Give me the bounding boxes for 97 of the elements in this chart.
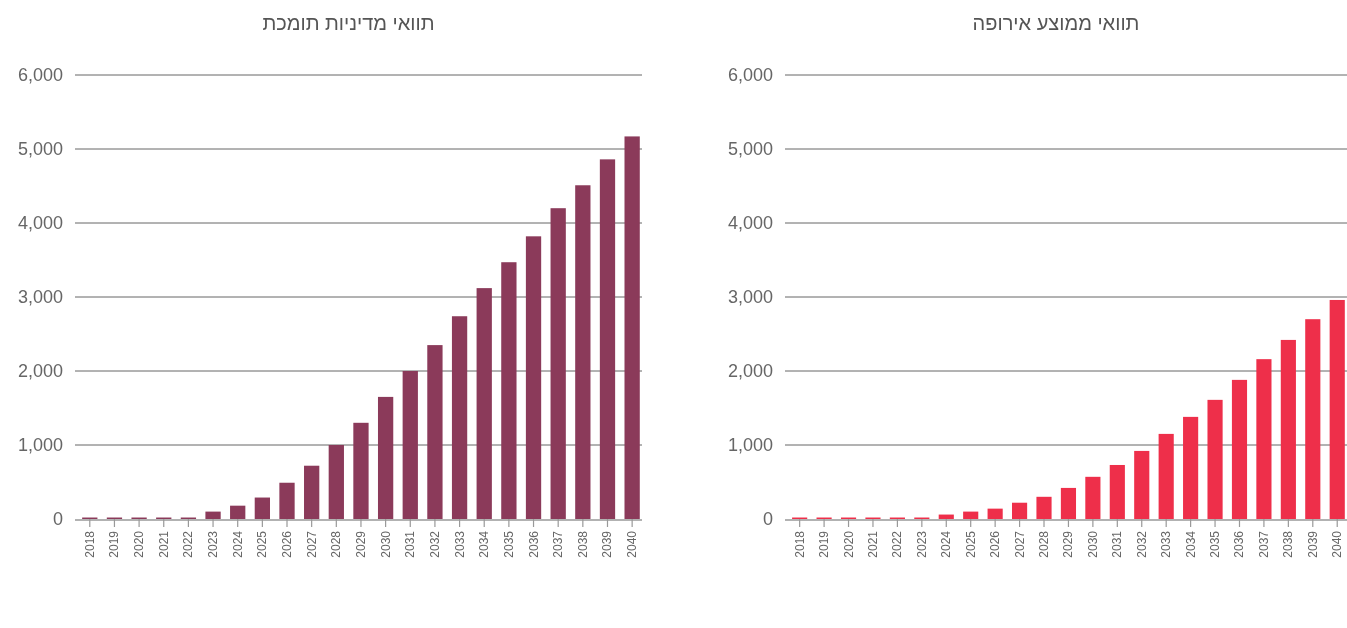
chart-title: תוואי ממוצע אירופה xyxy=(972,12,1140,34)
bar xyxy=(328,445,344,519)
y-tick-label: 2,000 xyxy=(727,361,773,381)
y-tick-label: 0 xyxy=(762,509,773,529)
y-tick-label: 5,000 xyxy=(727,139,773,159)
y-tick-label: 2,000 xyxy=(17,361,63,381)
y-tick-label: 1,000 xyxy=(727,435,773,455)
x-tick-label: 2018 xyxy=(792,530,807,558)
x-tick-label: 2028 xyxy=(1037,530,1052,558)
y-tick-label: 5,000 xyxy=(17,139,63,159)
x-tick-label: 2033 xyxy=(452,530,467,558)
x-tick-label: 2024 xyxy=(939,530,954,558)
bar xyxy=(1183,416,1199,519)
x-tick-label: 2024 xyxy=(230,530,245,558)
bar xyxy=(1036,496,1052,519)
bar xyxy=(1109,464,1125,519)
bar xyxy=(476,288,492,519)
y-tick-label: 4,000 xyxy=(17,213,63,233)
x-tick-label: 2026 xyxy=(988,530,1003,558)
x-tick-label: 2019 xyxy=(107,530,122,558)
x-tick-label: 2039 xyxy=(600,530,615,558)
x-tick-label: 2039 xyxy=(1305,530,1320,558)
x-tick-label: 2021 xyxy=(156,530,171,558)
y-tick-label: 0 xyxy=(52,509,63,529)
x-tick-label: 2023 xyxy=(206,530,221,558)
bar xyxy=(525,236,542,519)
y-tick-label: 1,000 xyxy=(17,435,63,455)
bar xyxy=(963,511,979,519)
x-tick-label: 2023 xyxy=(914,530,929,558)
x-tick-label: 2032 xyxy=(427,530,442,558)
x-tick-label: 2035 xyxy=(1208,530,1223,558)
x-tick-label: 2034 xyxy=(477,530,492,558)
bar xyxy=(230,505,246,519)
bar xyxy=(599,159,616,519)
x-tick-label: 2038 xyxy=(1281,530,1296,558)
y-tick-label: 3,000 xyxy=(17,287,63,307)
x-tick-label: 2022 xyxy=(890,530,905,558)
x-tick-label: 2035 xyxy=(501,530,516,558)
y-tick-label: 6,000 xyxy=(727,65,773,85)
bar xyxy=(1207,399,1223,519)
x-tick-label: 2036 xyxy=(526,530,541,558)
x-tick-label: 2027 xyxy=(304,530,319,558)
x-tick-label: 2033 xyxy=(1159,530,1174,558)
x-tick-label: 2040 xyxy=(1330,530,1345,558)
bar xyxy=(377,396,394,519)
x-tick-label: 2022 xyxy=(181,530,196,558)
x-tick-label: 2034 xyxy=(1183,530,1198,558)
x-tick-label: 2020 xyxy=(132,530,147,558)
bar xyxy=(402,371,418,519)
bar xyxy=(1012,502,1028,519)
bar xyxy=(1060,487,1077,519)
x-tick-label: 2040 xyxy=(625,530,640,558)
bar xyxy=(987,508,1003,519)
bar xyxy=(451,316,468,519)
bar xyxy=(575,185,591,519)
x-tick-label: 2020 xyxy=(841,530,856,558)
bar xyxy=(550,208,566,519)
y-tick-label: 4,000 xyxy=(727,213,773,233)
x-tick-label: 2019 xyxy=(817,530,832,558)
bar xyxy=(254,497,270,519)
bar xyxy=(205,511,221,519)
x-tick-label: 2037 xyxy=(1256,530,1271,558)
bar xyxy=(624,136,640,519)
chart-title: תוואי מדיניות תומכת xyxy=(262,12,435,34)
x-tick-label: 2037 xyxy=(551,530,566,558)
x-tick-label: 2025 xyxy=(255,530,270,558)
x-tick-label: 2031 xyxy=(403,530,418,558)
bar xyxy=(1305,319,1321,519)
x-tick-label: 2028 xyxy=(329,530,344,558)
bar xyxy=(304,465,320,519)
bar xyxy=(427,345,443,519)
x-tick-label: 2018 xyxy=(82,530,97,558)
x-tick-label: 2030 xyxy=(378,530,393,558)
x-tick-label: 2030 xyxy=(1085,530,1100,558)
bar xyxy=(938,514,954,519)
y-tick-label: 3,000 xyxy=(727,287,773,307)
x-tick-label: 2029 xyxy=(1061,530,1076,558)
bar xyxy=(501,262,517,519)
x-tick-label: 2038 xyxy=(575,530,590,558)
bar xyxy=(1085,476,1101,519)
x-tick-label: 2031 xyxy=(1110,530,1125,558)
bar xyxy=(1134,450,1150,519)
bar xyxy=(1231,379,1248,519)
bar xyxy=(1256,359,1272,519)
x-tick-label: 2026 xyxy=(280,530,295,558)
bar xyxy=(1280,339,1296,519)
bar xyxy=(279,482,295,519)
x-tick-label: 2036 xyxy=(1232,530,1247,558)
x-tick-label: 2025 xyxy=(963,530,978,558)
x-tick-label: 2027 xyxy=(1012,530,1027,558)
bar xyxy=(353,422,369,519)
bar xyxy=(1158,433,1174,519)
y-tick-label: 6,000 xyxy=(17,65,63,85)
bar xyxy=(1329,299,1345,519)
x-tick-label: 2029 xyxy=(353,530,368,558)
x-tick-label: 2032 xyxy=(1134,530,1149,558)
x-tick-label: 2021 xyxy=(865,530,880,558)
